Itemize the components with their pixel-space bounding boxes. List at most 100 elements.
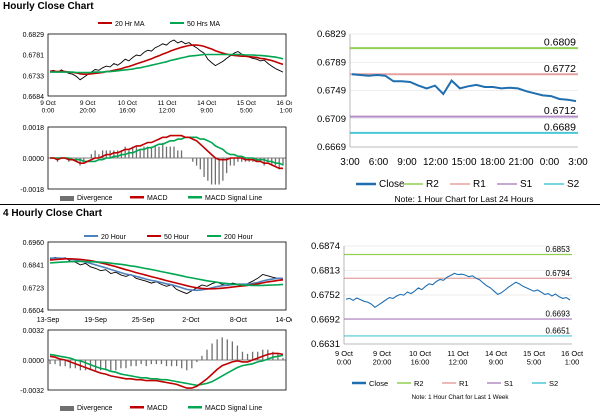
x-tick-label: 3:00 <box>568 157 588 168</box>
level-label-s2: 0.6689 <box>544 121 576 133</box>
x-tick-label: 14-Oct <box>275 317 292 324</box>
y-tick-label: 0.6604 <box>23 308 45 315</box>
x-tick-label: 13-Sep <box>37 317 60 324</box>
x-tick-label: 1:00 <box>280 108 292 115</box>
y-tick-label: -0.0018 <box>20 187 44 194</box>
x-tick-label: 0:00 <box>337 358 352 367</box>
y-tick-label: 0.6960 <box>23 240 45 247</box>
legend-label: 20 Hour <box>101 234 127 241</box>
legend-swatch <box>130 196 144 199</box>
x-tick-label: 11 Oct <box>158 100 177 107</box>
x-tick-label: 5:00 <box>240 108 253 115</box>
four-hourly-week-chart: 0.6874 0.6813 0.6752 0.6692 0.6631 0.6853 0.67… <box>300 226 600 413</box>
close-line <box>345 272 571 308</box>
legend-label: R2 <box>414 379 424 388</box>
x-tick-label: 16:00 <box>119 108 136 115</box>
x-tick-label: 5:00 <box>527 358 542 367</box>
x-tick-label: 8-Oct <box>230 317 247 324</box>
y-tick-label: 0.6723 <box>23 285 45 292</box>
legend-label: S2 <box>567 179 580 190</box>
legend-label: S2 <box>549 379 558 388</box>
x-tick-label: 25-Sep <box>132 317 155 324</box>
x-tick-label: 9:00 <box>489 358 504 367</box>
legend-label: S1 <box>504 379 513 388</box>
x-tick-label: 19-Sep <box>84 317 107 324</box>
y-tick-label: 0.6813 <box>311 266 340 277</box>
y-tick-label: 0.6781 <box>23 53 45 60</box>
x-tick-label: 6:00 <box>369 157 389 168</box>
y-tick-label: 0.0018 <box>23 125 45 132</box>
chart-note: Note: 1 Hour Chart for Last 24 Hours <box>395 194 534 204</box>
legend-swatch <box>60 196 74 201</box>
y-tick-label: 0.6841 <box>23 263 45 270</box>
x-tick-label: 9 Oct <box>373 349 392 358</box>
legend-swatch <box>130 406 144 409</box>
series-line-50-hrs-ma <box>50 53 284 74</box>
y-tick-label: 0.0000 <box>23 156 45 163</box>
close-line <box>351 73 577 103</box>
x-tick-label: 16 Oct <box>276 100 292 107</box>
x-tick-label: 16 Oct <box>561 349 584 358</box>
hourly-section-title: Hourly Close Chart <box>3 1 94 12</box>
hourly-macd-chart: 0.0018 0.0000 -0.0018 Divergence MACD MACD Si… <box>0 121 292 203</box>
legend-label: S1 <box>520 179 533 190</box>
x-tick-label: 12:00 <box>423 157 448 168</box>
legend-swatch <box>60 406 74 411</box>
x-tick-label: 15 Oct <box>237 100 256 107</box>
y-tick-label: 0.6829 <box>317 29 346 40</box>
x-tick-label: 12:00 <box>159 108 176 115</box>
y-tick-label: 0.6631 <box>311 339 340 350</box>
x-tick-label: 9 Oct <box>40 100 56 107</box>
section-divider <box>0 204 600 205</box>
legend-label: R1 <box>473 179 486 190</box>
legend-label: Divergence <box>77 195 113 202</box>
level-label-r2: 0.6853 <box>546 245 571 254</box>
legend-label: Close <box>379 179 405 190</box>
y-tick-label: 0.6669 <box>317 142 346 153</box>
chart-note: Note: 1 Hour Chart for Last 1 Week <box>412 394 510 401</box>
four-hourly-section-title: 4 Hourly Close Chart <box>3 208 102 219</box>
x-tick-label: 18:00 <box>480 157 505 168</box>
x-tick-label: 3:00 <box>340 157 360 168</box>
legend-label: MACD Signal Line <box>205 405 262 412</box>
y-tick-label: 0.6829 <box>23 32 45 39</box>
y-tick-label: 0.6749 <box>317 86 346 97</box>
series-line-20-hour <box>49 257 283 292</box>
legend-label: Divergence <box>77 405 113 412</box>
x-tick-label: 10 Oct <box>409 349 432 358</box>
legend-swatch <box>188 406 202 409</box>
level-label-s1: 0.6712 <box>544 105 576 117</box>
four-hourly-price-chart: 0.6960 0.6841 0.6723 0.6604 13-Sep 19-Sep 25-S… <box>0 222 292 328</box>
x-tick-label: 0:00 <box>42 108 55 115</box>
level-label-r1: 0.6772 <box>544 63 576 75</box>
y-tick-label: -0.0032 <box>20 388 44 395</box>
level-label-r2: 0.6809 <box>544 37 576 49</box>
legend-label: 200 Hour <box>224 234 253 241</box>
x-tick-label: 9 Oct <box>335 349 354 358</box>
x-tick-label: 9 Oct <box>80 100 96 107</box>
hourly-24h-chart: 0.6829 0.6789 0.6749 0.6709 0.6669 0.6809 0.67… <box>300 16 600 204</box>
x-tick-label: 9:00 <box>200 108 213 115</box>
x-tick-label: 0:00 <box>540 157 560 168</box>
legend-label: 50 Hour <box>164 234 190 241</box>
legend-label: MACD <box>147 195 168 202</box>
x-tick-label: 14 Oct <box>485 349 508 358</box>
legend-swatch <box>188 196 202 199</box>
x-tick-label: 1:00 <box>565 358 580 367</box>
y-tick-label: 0.0032 <box>23 328 45 335</box>
level-label-r1: 0.6794 <box>546 269 571 278</box>
y-tick-label: 0.6709 <box>317 114 346 125</box>
x-tick-label: 2-Oct <box>182 317 199 324</box>
macd-line <box>49 352 284 389</box>
y-tick-label: 0.6752 <box>311 290 340 301</box>
legend-label: MACD <box>147 405 168 412</box>
series-line-200-hour <box>49 260 284 287</box>
hourly-price-chart: 0.6829 0.6781 0.6733 0.6684 9 Oct 0:00 9 Oct 20… <box>0 14 292 121</box>
legend-label: 50 Hrs MA <box>187 21 220 28</box>
legend-label: R2 <box>426 179 439 190</box>
x-tick-label: 10 Oct <box>118 100 137 107</box>
x-tick-label: 15 Oct <box>523 349 546 358</box>
signal-line <box>49 353 284 387</box>
x-tick-label: 11 Oct <box>447 349 469 358</box>
legend-label: R1 <box>459 379 469 388</box>
